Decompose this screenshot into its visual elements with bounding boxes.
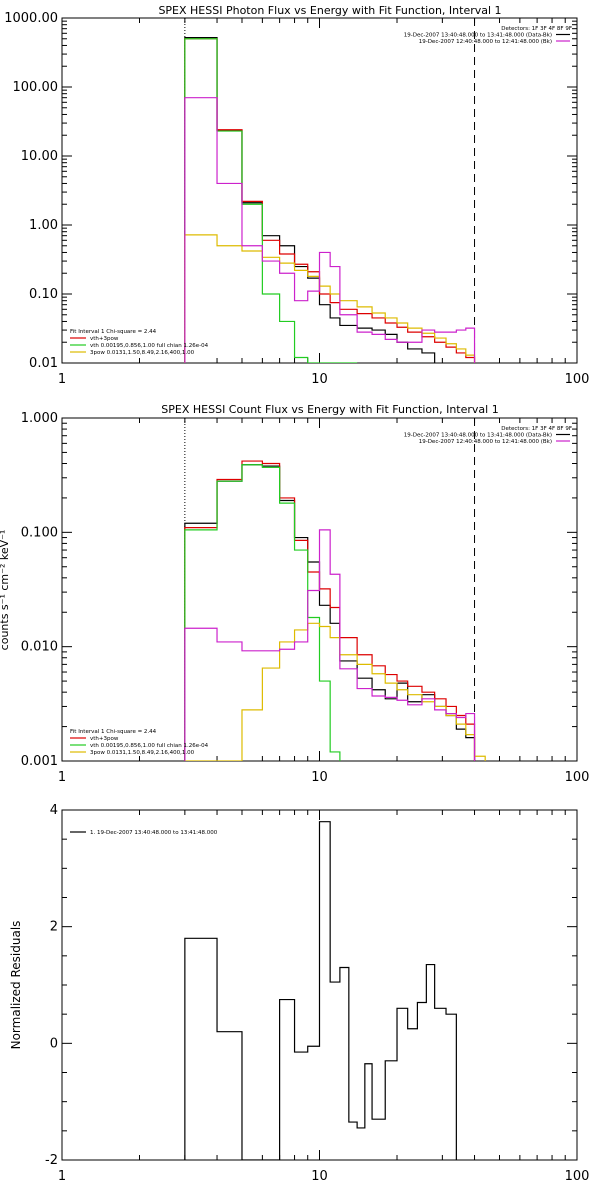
x-tick-label: 1 — [58, 372, 66, 387]
photon-series-group — [184, 36, 476, 363]
photon-legend-top-text: 19-Dec-2007 13:40:48.000 to 13:41:48.000… — [404, 33, 552, 39]
photon-legend-bottom-text: 3pow 0.0131,1.50,8.49,2.16,400,1.00 — [90, 350, 195, 356]
x-tick-label: 100 — [565, 770, 590, 785]
series-data — [184, 36, 436, 363]
photon-legend-bottom-text: Fit Interval 1 Chi-square = 2.44 — [70, 329, 157, 335]
x-tick-label: 10 — [311, 372, 328, 387]
series-background — [184, 529, 476, 761]
y-tick-label: 0.100 — [21, 525, 58, 540]
x-tick-label: 100 — [565, 372, 590, 387]
y-tick-label: 2 — [50, 920, 58, 935]
y-tick-label: 0.01 — [29, 356, 58, 371]
photon-legend-top-text: 19-Dec-2007 12:40:48.000 to 12:41:48.000… — [419, 39, 552, 45]
residual-series-group — [184, 821, 457, 1160]
x-tick-label: 1 — [58, 770, 66, 785]
panel-photon-flux: SPEX HESSI Photon Flux vs Energy with Fi… — [4, 4, 589, 387]
count-panel-title: SPEX HESSI Count Flux vs Energy with Fit… — [161, 403, 498, 416]
residual-plot-marks: 1 10 100 4 2 0 -2 1. 19-Dec-2007 13:40:48.000 t… — [45, 803, 589, 1184]
y-tick-label: 0.010 — [21, 640, 58, 655]
photon-plot-frame — [61, 17, 578, 364]
y-tick-label: 10.00 — [21, 149, 58, 164]
count-legend-top-text: 19-Dec-2007 12:40:48.000 to 12:41:48.000… — [419, 439, 552, 445]
count-plot-marks: 1 10 100 1.000 0.100 0.010 0.001 Detectors: 1F … — [21, 411, 590, 785]
photon-legend-bottom-text: vth+3pow — [90, 336, 119, 342]
count-legend-bottom-text: 3pow 0.0131,1.50,8.49,2.16,400,1.00 — [90, 750, 195, 756]
count-legend-bottom-text: vth+3pow — [90, 736, 119, 742]
y-tick-label: 1.000 — [21, 411, 58, 426]
x-tick-label: 10 — [311, 1169, 328, 1184]
photon-panel-title: SPEX HESSI Photon Flux vs Energy with Fi… — [158, 4, 501, 17]
x-tick-label: 1 — [58, 1169, 66, 1184]
count-legend-top-text: 19-Dec-2007 13:40:48.000 to 13:41:48.000… — [404, 433, 552, 439]
count-series-group — [184, 460, 486, 761]
series-powerlaw — [184, 622, 486, 761]
residual-y-axis-label: Normalized Residuals — [9, 921, 23, 1050]
photon-legend-bottom-text: vth 0.00195,0.856,1.00 full chian 1.26e-… — [90, 343, 209, 349]
y-tick-label: 0.10 — [29, 287, 58, 302]
y-tick-label: 0.001 — [21, 754, 58, 769]
y-tick-label: 1.00 — [29, 218, 58, 233]
count-legend-bottom-text: vth 0.00195,0.856,1.00 full chian 1.26e-… — [90, 743, 209, 749]
panel-count-flux: SPEX HESSI Count Flux vs Energy with Fit… — [0, 403, 589, 785]
series-background — [184, 97, 476, 363]
count-legend-top-text: Detectors: 1F 3F 4F 8F 9F — [501, 426, 572, 432]
x-tick-label: 100 — [565, 1169, 590, 1184]
series-thermal — [184, 38, 358, 363]
y-tick-label: 1000.00 — [4, 11, 58, 26]
y-tick-label: 0 — [50, 1036, 58, 1051]
count-y-axis-label: counts s⁻¹ cm⁻² keV⁻¹ — [0, 530, 11, 651]
y-tick-label: 4 — [50, 803, 58, 818]
series-thermal — [184, 464, 341, 761]
residual-legend-text: 1. 19-Dec-2007 13:40:48.000 to 13:41:48.… — [90, 830, 218, 836]
y-tick-label: -2 — [45, 1153, 58, 1168]
series-residuals — [184, 821, 457, 1160]
photon-legend-top-text: Detectors: 1F 3F 4F 8F 9F — [501, 26, 572, 32]
photon-plot-marks: 1 10 100 1000.00 100.00 10.00 1.00 0.10 0.01 Dete… — [4, 11, 589, 387]
y-tick-label: 100.00 — [13, 80, 59, 95]
panel-residuals: Normalized Residuals 1 10 100 4 2 0 -2 1. 19-De… — [9, 803, 589, 1184]
x-tick-label: 10 — [311, 770, 328, 785]
series-total — [184, 460, 476, 761]
count-legend-bottom-text: Fit Interval 1 Chi-square = 2.44 — [70, 729, 157, 735]
